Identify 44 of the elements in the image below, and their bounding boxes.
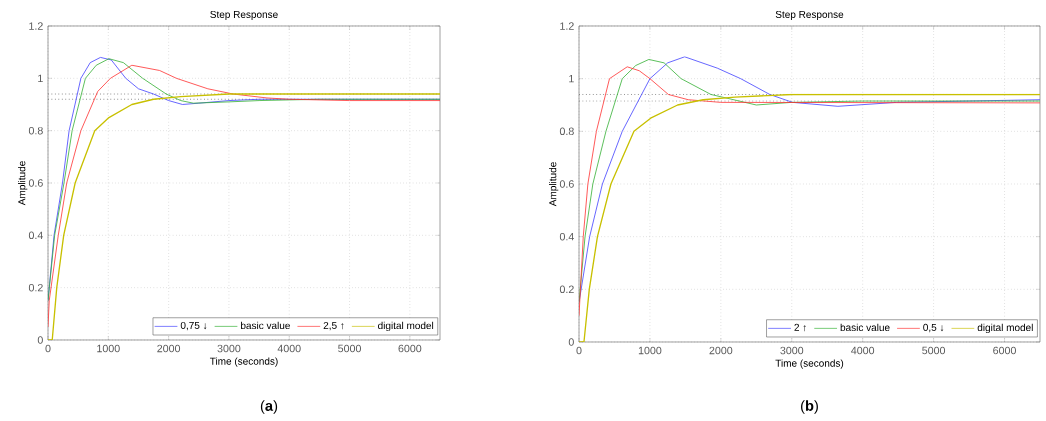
x-tick-label: 1000 (638, 346, 662, 355)
x-tick-label: 5000 (922, 346, 946, 355)
y-tick-label: 1 (569, 74, 574, 83)
y-tick-label: 0.4 (559, 232, 574, 241)
legend-label: basic value (241, 321, 290, 330)
x-tick-label: 3000 (217, 344, 241, 353)
legend-label: 0,5 ↓ (923, 323, 944, 333)
y-tick-label: 1 (38, 74, 43, 82)
y-tick-label: 0.8 (28, 126, 43, 135)
legend-label: 0,75 ↓ (180, 321, 207, 331)
y-tick-label: 0.6 (28, 179, 43, 187)
y-tick-label: 0.8 (559, 127, 574, 136)
y-tick-label: 0.2 (559, 285, 574, 294)
x-tick-label: 2000 (709, 346, 733, 355)
x-tick-label: 2000 (157, 344, 181, 353)
y-tick-label: 0.6 (559, 180, 574, 188)
chart-title: Step Response (775, 10, 844, 20)
y-tick-label: 0 (37, 336, 43, 344)
y-tick-label: 0 (568, 338, 574, 346)
chart-title: Step Response (210, 10, 278, 20)
y-tick-label: 0.2 (28, 283, 43, 292)
text: (a) (260, 400, 278, 414)
y-tick-label: 1.2 (560, 22, 574, 30)
x-axis-title: Time (seconds) (209, 357, 278, 367)
legend-label: 2,5 ↑ (323, 321, 344, 331)
legend-label: basic value (840, 323, 890, 332)
y-tick-label: 1.2 (29, 22, 43, 30)
legend-label: digital model (977, 323, 1033, 334)
x-tick-label: 3000 (780, 346, 804, 355)
x-tick-label: 6000 (398, 344, 422, 353)
legend-label: 2 ↑ (794, 323, 806, 332)
text: (b) (801, 400, 818, 414)
x-tick-label: 0 (45, 344, 51, 353)
x-tick-label: 4000 (277, 344, 301, 353)
x-tick-label: 5000 (338, 344, 361, 353)
x-axis-title: Time (seconds) (775, 359, 844, 369)
y-axis-title: Amplitude (18, 161, 28, 206)
x-tick-label: 4000 (851, 346, 875, 355)
x-tick-label: 1000 (97, 344, 120, 353)
y-axis-title: Amplitude (549, 162, 559, 207)
legend-label: digital model (378, 321, 434, 332)
y-tick-label: 0.4 (28, 231, 43, 240)
x-tick-label: 0 (576, 346, 582, 355)
x-tick-label: 6000 (993, 346, 1016, 355)
